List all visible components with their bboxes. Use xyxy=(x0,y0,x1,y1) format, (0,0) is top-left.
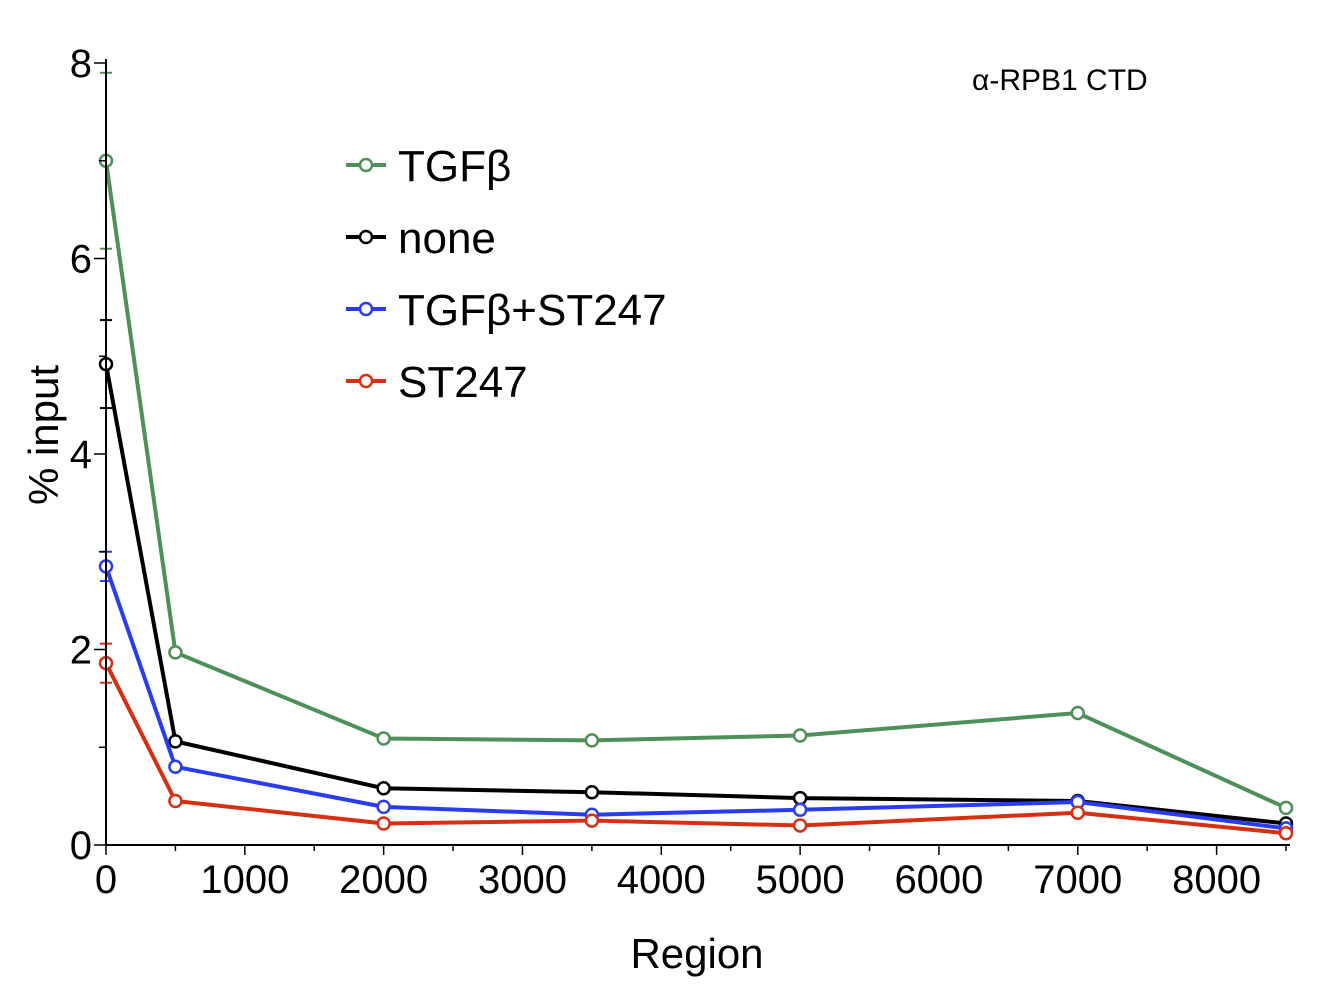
data-point xyxy=(1070,805,1086,820)
axes: 0 1000 2000 3000 4000 5000 6000 7000 8000 0 2 4 6 8 xyxy=(70,42,1290,902)
legend-swatch-marker xyxy=(358,229,374,245)
series-line xyxy=(104,160,1287,810)
data-point xyxy=(168,759,183,775)
y-tick-label: 4 xyxy=(70,433,92,477)
data-point xyxy=(1278,800,1294,816)
legend-label: ST247 xyxy=(398,358,528,407)
x-tick-label: 2000 xyxy=(339,858,428,902)
legend-item: TGFβ xyxy=(346,142,511,191)
y-tick-label: 0 xyxy=(70,824,92,868)
data-point xyxy=(584,813,600,828)
data-point xyxy=(376,781,391,796)
legend-item: none xyxy=(346,214,496,263)
x-tick-label: 4000 xyxy=(617,858,706,902)
series-1 xyxy=(98,319,1294,831)
legend-item: ST247 xyxy=(346,358,528,407)
data-point xyxy=(376,799,391,815)
y-tick-label: 2 xyxy=(70,629,92,673)
x-tick-label: 5000 xyxy=(756,858,845,902)
y-tick-label: 6 xyxy=(70,238,92,282)
x-tick-label: 7000 xyxy=(1033,858,1122,902)
series-0 xyxy=(98,71,1294,816)
legend-label: none xyxy=(398,214,496,263)
data-point xyxy=(168,793,183,809)
legend-label: TGFβ xyxy=(398,142,511,191)
x-tick-label: 8000 xyxy=(1172,858,1261,902)
data-point xyxy=(792,818,808,833)
data-point xyxy=(584,733,600,748)
series-line xyxy=(104,363,1287,826)
legend-swatch-marker xyxy=(358,157,374,173)
data-point xyxy=(168,734,183,749)
plot-area xyxy=(98,71,1294,841)
y-tick-label: 8 xyxy=(70,42,92,86)
data-point xyxy=(792,728,808,743)
legend-swatch-marker xyxy=(358,373,374,389)
data-point xyxy=(584,784,600,800)
y-axis-title: % input xyxy=(20,365,67,505)
x-axis-title: Region xyxy=(630,930,763,977)
series-3 xyxy=(98,642,1294,841)
data-point xyxy=(792,802,808,818)
data-point xyxy=(376,816,391,831)
legend-item: TGFβ+ST247 xyxy=(346,286,667,335)
x-tick-label: 0 xyxy=(95,858,117,902)
legend: TGFβ none TGFβ+ST247 ST247 xyxy=(346,142,667,407)
x-tick-label: 1000 xyxy=(200,858,289,902)
legend-label: TGFβ+ST247 xyxy=(398,286,667,335)
data-point xyxy=(376,731,391,746)
legend-swatch-marker xyxy=(358,301,374,317)
data-point xyxy=(1278,826,1294,841)
x-tick-label: 6000 xyxy=(894,858,983,902)
data-point xyxy=(1070,705,1086,721)
x-tick-label: 3000 xyxy=(478,858,567,902)
chart-annotation: α-RPB1 CTD xyxy=(972,64,1148,97)
data-point xyxy=(168,645,183,660)
data-point xyxy=(792,790,808,806)
